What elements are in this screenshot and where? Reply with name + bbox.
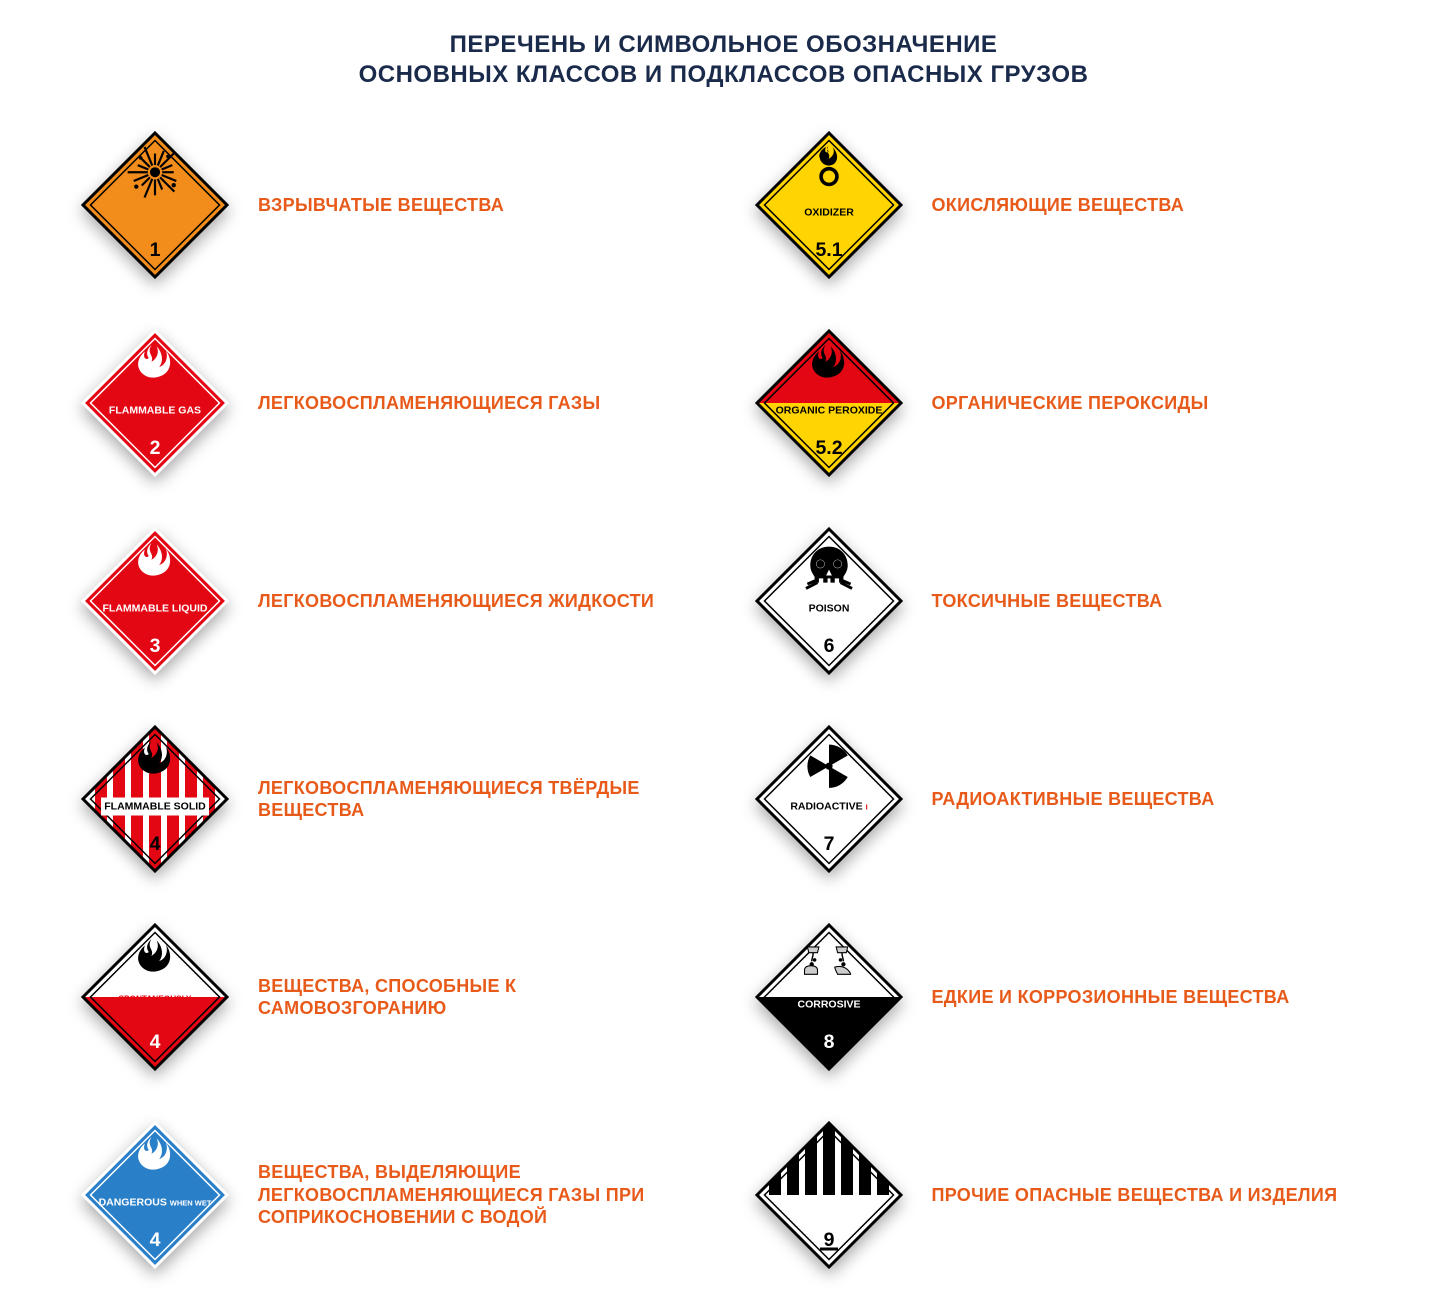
class-5-1-oxidizer-placard: OXIDIZER 5.1	[754, 130, 904, 280]
page-title: ПЕРЕЧЕНЬ И СИМВОЛЬНОЕ ОБОЗНАЧЕНИЕ ОСНОВН…	[50, 30, 1397, 90]
class-4-3-dangerous-wet-placard-svg: DANGEROUS WHEN WET 4	[80, 1120, 230, 1270]
class-7-radioactive-placard-svg: RADIOACTIVE I 7	[754, 724, 904, 874]
svg-text:FLAMMABLE LIQUID: FLAMMABLE LIQUID	[103, 603, 208, 615]
class-4-3-dangerous-wet-label: ВЕЩЕСТВА, ВЫДЕЛЯЮЩИЕ ЛЕГКОВОСПЛАМЕНЯЮЩИЕ…	[258, 1161, 694, 1229]
class-3-flammable-liquid-placard: FLAMMABLE LIQUID 3	[80, 526, 230, 676]
class-9-misc: 9 ПРОЧИЕ ОПАСНЫЕ ВЕЩЕСТВА И ИЗДЕЛИЯ	[754, 1120, 1368, 1270]
svg-text:3: 3	[150, 635, 161, 657]
class-2-flammable-gas: FLAMMABLE GAS 2 ЛЕГКОВОСПЛАМЕНЯЮЩИЕСЯ ГАЗ…	[80, 328, 694, 478]
class-6-poison-placard-svg: POISON 6	[754, 526, 904, 676]
class-4-1-flammable-solid-placard-svg: FLAMMABLE SOLID 4	[80, 724, 230, 874]
class-5-1-oxidizer: OXIDIZER 5.1 ОКИСЛЯЮЩИЕ ВЕЩЕСТВА	[754, 130, 1368, 280]
class-9-misc-placard-svg: 9	[754, 1120, 904, 1270]
class-7-radioactive: RADIOACTIVE I 7 РАДИОАКТИВНЫЕ ВЕЩЕСТВА	[754, 724, 1368, 874]
class-4-2-spontaneous: SPONTANEOUSLY COMBUSTIBLE 4 ВЕЩЕСТВА, СПО…	[80, 922, 694, 1072]
svg-text:5.1: 5.1	[815, 239, 842, 261]
svg-text:4: 4	[150, 1229, 161, 1251]
svg-text:2: 2	[150, 437, 161, 459]
class-8-corrosive-label: ЕДКИЕ И КОРРОЗИОННЫЕ ВЕЩЕСТВА	[932, 986, 1290, 1009]
class-4-3-dangerous-wet-placard: DANGEROUS WHEN WET 4	[80, 1120, 230, 1270]
class-4-1-flammable-solid-label: ЛЕГКОВОСПЛАМЕНЯЮЩИЕСЯ ТВЁРДЫЕ ВЕЩЕСТВА	[258, 777, 694, 822]
class-6-poison-label: ТОКСИЧНЫЕ ВЕЩЕСТВА	[932, 590, 1163, 613]
class-4-1-flammable-solid-placard: FLAMMABLE SOLID 4	[80, 724, 230, 874]
svg-text:7: 7	[823, 833, 834, 855]
svg-text:SPONTANEOUSLY: SPONTANEOUSLY	[119, 995, 192, 1004]
svg-text:FLAMMABLE GAS: FLAMMABLE GAS	[109, 405, 201, 417]
class-5-1-oxidizer-placard-svg: OXIDIZER 5.1	[754, 130, 904, 280]
class-5-2-organic-peroxide-placard-svg: ORGANIC PEROXIDE 5.2	[754, 328, 904, 478]
class-5-2-organic-peroxide-label: ОРГАНИЧЕСКИЕ ПЕРОКСИДЫ	[932, 392, 1209, 415]
class-4-3-dangerous-wet: DANGEROUS WHEN WET 4 ВЕЩЕСТВА, ВЫДЕЛЯЮЩИЕ…	[80, 1120, 694, 1270]
class-4-1-flammable-solid: FLAMMABLE SOLID 4 ЛЕГКОВОСПЛАМЕНЯЮЩИЕСЯ Т…	[80, 724, 694, 874]
svg-text:1: 1	[150, 239, 161, 261]
class-7-radioactive-label: РАДИОАКТИВНЫЕ ВЕЩЕСТВА	[932, 788, 1215, 811]
class-1-explosives: 1 ВЗРЫВЧАТЫЕ ВЕЩЕСТВА	[80, 130, 694, 280]
svg-text:FLAMMABLE SOLID: FLAMMABLE SOLID	[104, 801, 206, 813]
class-6-poison-placard: POISON 6	[754, 526, 904, 676]
class-8-corrosive: CORROSIVE 8 ЕДКИЕ И КОРРОЗИОННЫЕ ВЕЩЕСТВА	[754, 922, 1368, 1072]
class-9-misc-placard: 9	[754, 1120, 904, 1270]
class-8-corrosive-placard-svg: CORROSIVE 8	[754, 922, 904, 1072]
svg-text:RADIOACTIVE I: RADIOACTIVE I	[790, 801, 867, 813]
svg-text:5.2: 5.2	[815, 437, 842, 459]
class-1-explosives-placard: 1	[80, 130, 230, 280]
svg-text:4: 4	[150, 833, 161, 855]
hazard-grid: 1 ВЗРЫВЧАТЫЕ ВЕЩЕСТВА OXIDIZER 5.1 ОКИСЛЯ…	[50, 130, 1397, 1270]
svg-text:OXIDIZER: OXIDIZER	[804, 207, 854, 219]
class-3-flammable-liquid-label: ЛЕГКОВОСПЛАМЕНЯЮЩИЕСЯ ЖИДКОСТИ	[258, 590, 654, 613]
title-line-1: ПЕРЕЧЕНЬ И СИМВОЛЬНОЕ ОБОЗНАЧЕНИЕ	[450, 31, 998, 58]
svg-text:CORROSIVE: CORROSIVE	[797, 999, 860, 1011]
svg-text:8: 8	[823, 1031, 834, 1053]
svg-text:POISON: POISON	[808, 603, 849, 615]
svg-text:COMBUSTIBLE: COMBUSTIBLE	[119, 1004, 191, 1015]
class-5-2-organic-peroxide-placard: ORGANIC PEROXIDE 5.2	[754, 328, 904, 478]
class-7-radioactive-placard: RADIOACTIVE I 7	[754, 724, 904, 874]
class-4-2-spontaneous-label: ВЕЩЕСТВА, СПОСОБНЫЕ К САМОВОЗГОРАНИЮ	[258, 975, 694, 1020]
svg-text:ORGANIC PEROXIDE: ORGANIC PEROXIDE	[775, 405, 882, 417]
class-5-1-oxidizer-label: ОКИСЛЯЮЩИЕ ВЕЩЕСТВА	[932, 194, 1185, 217]
svg-text:DANGEROUS WHEN WET: DANGEROUS WHEN WET	[99, 1197, 212, 1209]
class-3-flammable-liquid-placard-svg: FLAMMABLE LIQUID 3	[80, 526, 230, 676]
class-4-2-spontaneous-placard-svg: SPONTANEOUSLY COMBUSTIBLE 4	[80, 922, 230, 1072]
svg-text:4: 4	[150, 1031, 161, 1053]
class-2-flammable-gas-placard-svg: FLAMMABLE GAS 2	[80, 328, 230, 478]
class-5-2-organic-peroxide: ORGANIC PEROXIDE 5.2 ОРГАНИЧЕСКИЕ ПЕРОКСИ…	[754, 328, 1368, 478]
svg-text:6: 6	[823, 635, 834, 657]
class-4-2-spontaneous-placard: SPONTANEOUSLY COMBUSTIBLE 4	[80, 922, 230, 1072]
class-2-flammable-gas-placard: FLAMMABLE GAS 2	[80, 328, 230, 478]
class-6-poison: POISON 6 ТОКСИЧНЫЕ ВЕЩЕСТВА	[754, 526, 1368, 676]
class-1-explosives-placard-svg: 1	[80, 130, 230, 280]
class-8-corrosive-placard: CORROSIVE 8	[754, 922, 904, 1072]
class-2-flammable-gas-label: ЛЕГКОВОСПЛАМЕНЯЮЩИЕСЯ ГАЗЫ	[258, 392, 600, 415]
class-3-flammable-liquid: FLAMMABLE LIQUID 3 ЛЕГКОВОСПЛАМЕНЯЮЩИЕСЯ …	[80, 526, 694, 676]
title-line-2: ОСНОВНЫХ КЛАССОВ И ПОДКЛАССОВ ОПАСНЫХ ГР…	[359, 61, 1089, 88]
class-1-explosives-label: ВЗРЫВЧАТЫЕ ВЕЩЕСТВА	[258, 194, 504, 217]
class-9-misc-label: ПРОЧИЕ ОПАСНЫЕ ВЕЩЕСТВА И ИЗДЕЛИЯ	[932, 1184, 1338, 1207]
